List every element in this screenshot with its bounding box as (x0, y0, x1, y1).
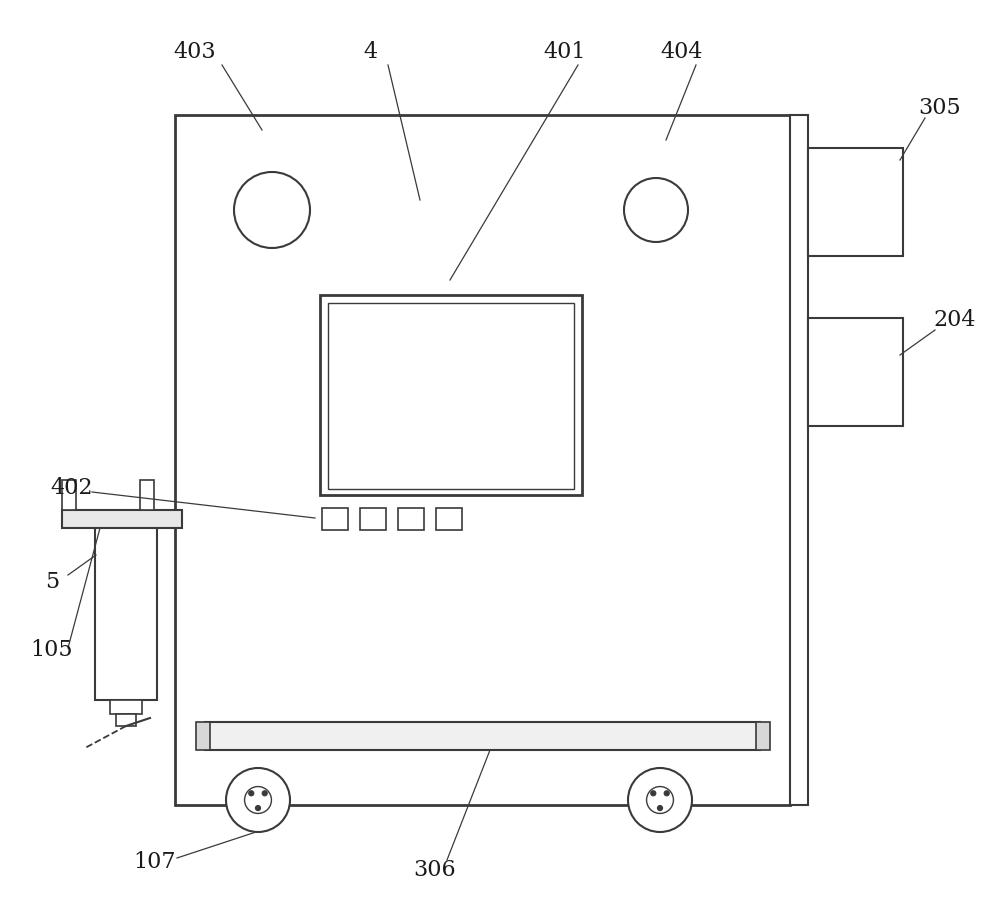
Bar (328, 303, 574, 489)
Bar (95, 520, 157, 700)
Text: 4: 4 (363, 41, 377, 63)
Circle shape (245, 786, 271, 813)
Bar (322, 508, 348, 530)
Bar (808, 318, 903, 426)
Bar (205, 722, 760, 750)
Bar (62, 510, 182, 528)
Circle shape (249, 791, 254, 796)
Text: 402: 402 (51, 477, 93, 499)
Bar (196, 722, 210, 750)
Text: 105: 105 (31, 639, 73, 661)
Bar (360, 508, 386, 530)
Circle shape (624, 178, 688, 242)
Bar (116, 714, 136, 726)
Circle shape (657, 806, 663, 810)
Bar (140, 480, 154, 510)
Circle shape (628, 768, 692, 832)
Bar (110, 700, 142, 714)
Text: 204: 204 (934, 309, 976, 331)
Circle shape (651, 791, 656, 796)
Circle shape (226, 768, 290, 832)
Bar (756, 722, 770, 750)
Bar (62, 480, 76, 510)
Bar (790, 115, 808, 805)
Bar (398, 508, 424, 530)
Circle shape (255, 806, 261, 810)
Circle shape (647, 786, 673, 813)
Text: 404: 404 (661, 41, 703, 63)
Bar (436, 508, 462, 530)
Text: 305: 305 (919, 97, 961, 119)
Circle shape (234, 172, 310, 248)
Bar (808, 148, 903, 256)
Circle shape (664, 791, 669, 796)
Text: 5: 5 (45, 571, 59, 593)
Circle shape (262, 791, 267, 796)
Text: 401: 401 (544, 41, 586, 63)
Text: 107: 107 (134, 851, 176, 873)
Text: 306: 306 (414, 859, 456, 881)
Bar (175, 115, 790, 805)
Bar (320, 295, 582, 495)
Text: 403: 403 (174, 41, 216, 63)
